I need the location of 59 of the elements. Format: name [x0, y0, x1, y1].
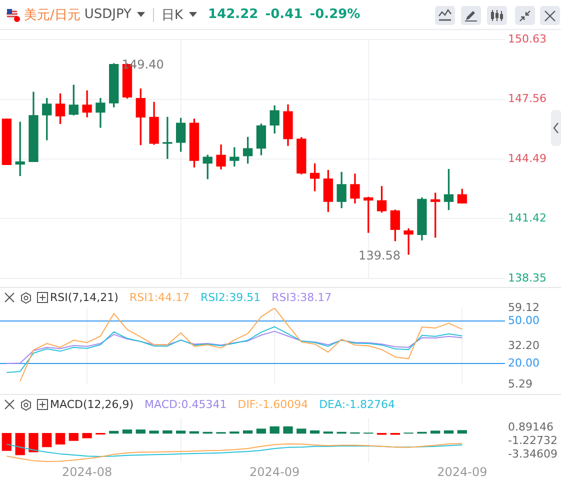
y-tick-label: 138.35	[508, 271, 546, 284]
x-tick-label: 2024-09	[437, 464, 488, 479]
bar	[149, 430, 159, 434]
y-tick-label: -1.22732	[508, 434, 558, 447]
y-tick-label: 50.00	[508, 314, 540, 327]
bar	[176, 430, 186, 434]
y-tick-label: 32.20	[508, 339, 540, 352]
bar	[457, 430, 467, 434]
y-tick-label: 0.89146	[508, 420, 554, 434]
y-tick-label: 5.29	[508, 377, 532, 390]
y-tick-label: 59.12	[508, 300, 540, 314]
bar	[2, 432, 12, 451]
bar	[242, 430, 253, 434]
x-tick-label: 2024-08	[62, 464, 112, 479]
bar	[42, 432, 52, 448]
y-tick-label: 20.00	[508, 356, 540, 370]
series-label: RSI1:44.17	[129, 291, 190, 304]
text: -0.41	[265, 7, 303, 22]
bar	[55, 432, 66, 445]
bar	[444, 430, 454, 434]
text: RSI2:39.51	[200, 291, 261, 304]
chart-subtitle: USDJPY	[84, 7, 132, 22]
y-tick-label: 147.56	[508, 92, 546, 106]
y-tick-label: -3.34609	[508, 447, 558, 460]
bar	[323, 431, 334, 434]
bar	[189, 431, 200, 434]
chart-title: 美元/日元	[24, 6, 80, 24]
x-tick-label: 2024-09	[250, 464, 300, 479]
bar	[122, 430, 132, 434]
bar	[283, 426, 293, 434]
y-tick-label: 150.63	[508, 32, 546, 46]
bar	[430, 430, 440, 434]
bar	[82, 432, 92, 438]
annotation: 149.40	[122, 58, 164, 72]
annotation: 139.58	[358, 248, 401, 263]
candlestick	[162, 116, 172, 159]
candlestick	[404, 228, 414, 255]
series-label: MACD:0.45341	[144, 398, 227, 411]
text: DIF:-1.60094	[238, 398, 308, 411]
bar	[68, 432, 79, 441]
bar	[162, 430, 172, 434]
bar	[310, 430, 320, 434]
text: -0.29%	[310, 7, 360, 22]
bar	[270, 426, 280, 434]
text: 142.22	[208, 7, 258, 22]
y-tick-label: 141.42	[508, 212, 546, 225]
bar	[136, 430, 146, 434]
chart-title: MACD(12,26,9)	[50, 398, 134, 411]
text: DEA:-1.82764	[319, 398, 395, 411]
bar	[256, 428, 266, 434]
bar	[28, 432, 38, 452]
text: RSI3:38.17	[272, 291, 332, 304]
chart-title: RSI(7,14,21)	[50, 291, 118, 304]
bar	[230, 431, 240, 434]
bar	[15, 432, 25, 456]
bar	[296, 428, 306, 434]
bar	[109, 430, 119, 434]
y-tick-label: 144.49	[508, 152, 546, 165]
text: 日K	[162, 6, 184, 24]
